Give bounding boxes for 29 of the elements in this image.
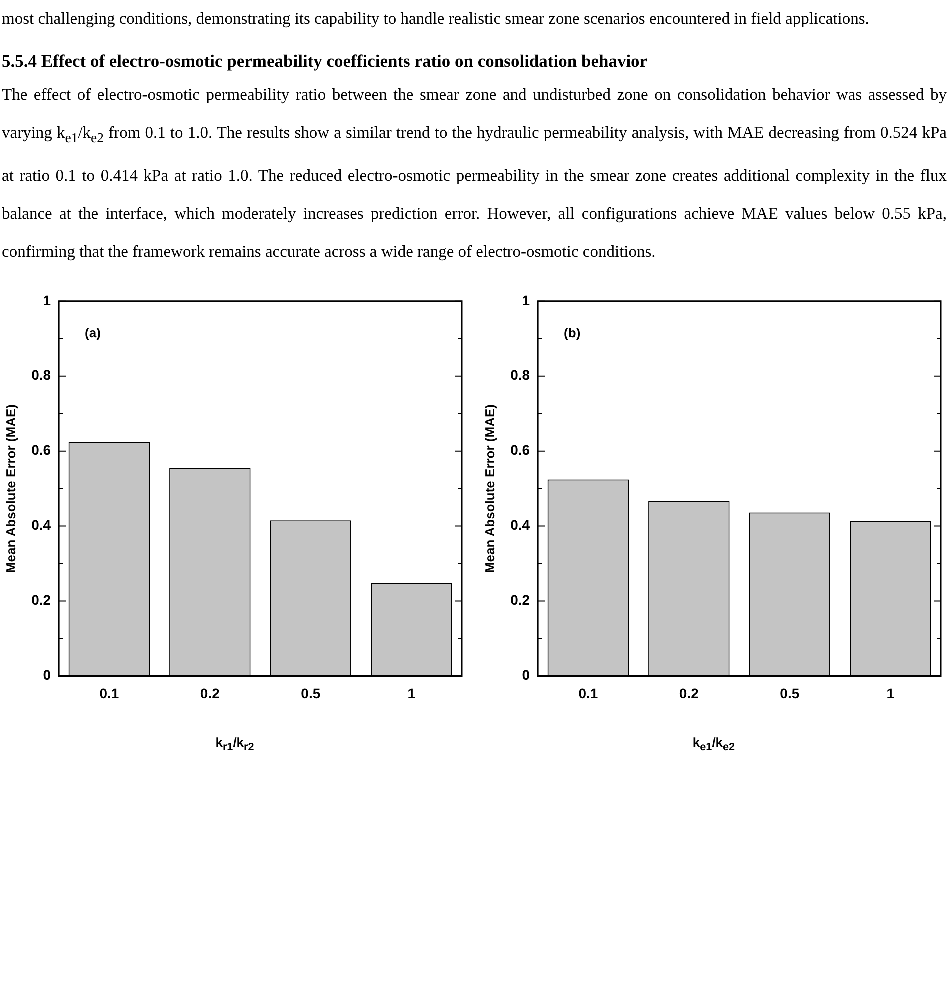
y-tick-label: 0.6 xyxy=(510,442,530,458)
y-tick-label: 1 xyxy=(43,292,52,309)
x-tick-label: 0.5 xyxy=(301,686,321,702)
text: (a) xyxy=(85,326,101,341)
text: 5.5.4 Effect of electro-osmotic permeability coefficients ratio on consolidation behavior xyxy=(2,50,649,73)
y-tick-label: 0 xyxy=(43,667,52,684)
x-tick-label: 0.5 xyxy=(780,686,800,702)
y-tick-label: 0.6 xyxy=(32,442,52,458)
text: most challenging conditions, demonstrating its capability to handle realistic smear zone scenarios encountered in field applications. xyxy=(2,8,870,30)
x-tick-label: 1 xyxy=(408,686,416,702)
y-axis-title: Mean Absolute Error (MAE) xyxy=(3,404,18,574)
text: The effect of electro-osmotic permeability ratio between the smear zone and undisturbed zone on consolidation behavior was assessed by varying k$_{e1}$/k$_{e2}$ from 0.1 to 1.0. The results show a similar trend to the hydraulic permeability analysis, with MAE decreasing from 0.524 kPa at ratio 0.1 to 0.414 kPa at ratio 1.0. The reduced electro-osmotic permeability in the smear zone creates additional complexity in the flux balance at the interface, which moderately increases prediction error. However, all configurations achieve MAE values below 0.55 kPa, confirming that the framework remains accurate across a wide range of electro-osmotic conditions. xyxy=(2,85,947,262)
y-axis-title: Mean Absolute Error (MAE) xyxy=(482,404,498,574)
y-tick-label: 0.8 xyxy=(32,368,52,384)
y-tick-label: 0.2 xyxy=(32,592,52,608)
y-tick-label: 0.4 xyxy=(510,517,530,534)
x-tick-label: 0.2 xyxy=(200,686,220,702)
x-tick-label: 0.2 xyxy=(679,686,700,702)
y-tick-label: 0.8 xyxy=(510,368,530,384)
y-tick-label: 0.4 xyxy=(32,517,52,534)
y-tick-label: 1 xyxy=(522,292,530,309)
x-tick-label: 1 xyxy=(886,686,895,702)
text: (b) xyxy=(564,326,581,341)
y-tick-label: 0 xyxy=(522,667,530,684)
x-tick-label: 0.1 xyxy=(578,686,598,702)
x-axis-title: k$_{e1}$/k$_{e2}$ xyxy=(692,734,736,754)
y-tick-label: 0.2 xyxy=(510,592,530,608)
x-axis-title: k$_{r1}$/k$_{r2}$ xyxy=(214,734,256,754)
x-tick-label: 0.1 xyxy=(100,686,120,702)
